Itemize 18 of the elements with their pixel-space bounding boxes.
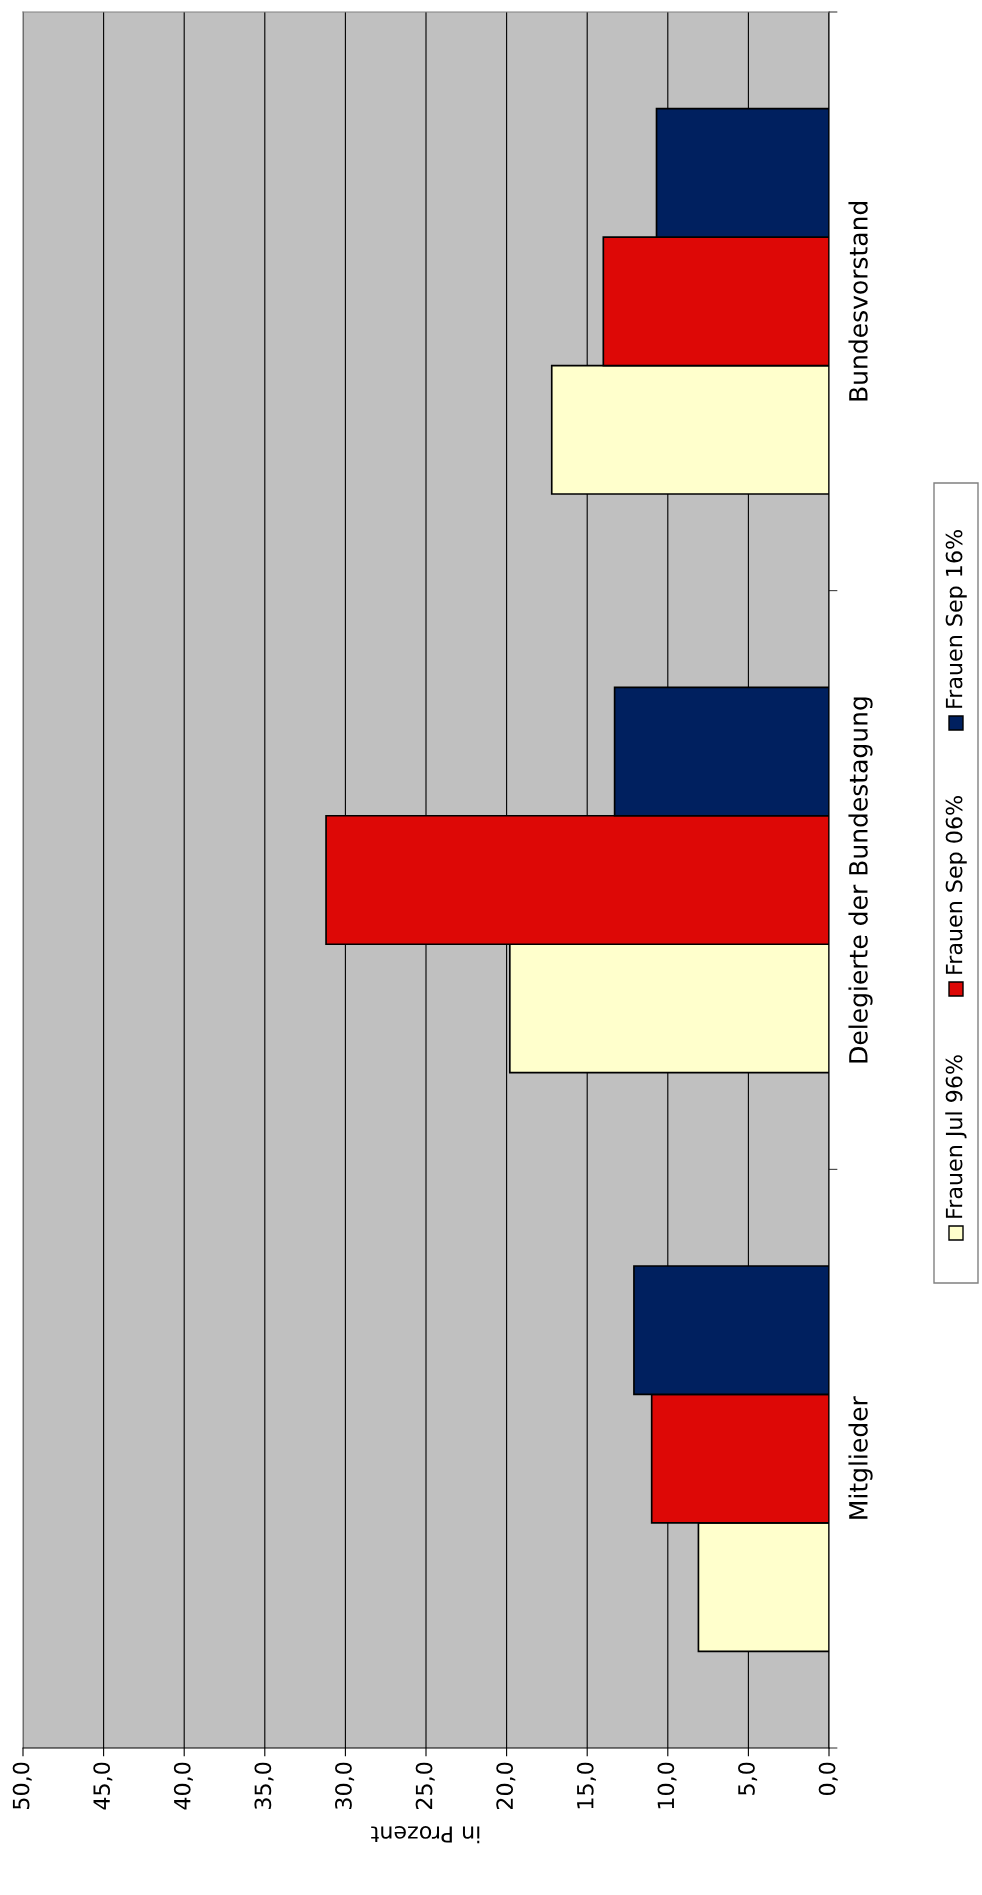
x-tick-label: 30,0 — [335, 1762, 355, 1809]
x-tick-label: 50,0 — [12, 1762, 32, 1809]
y-tick-label: Delegierte der Bundestagung — [848, 697, 873, 1063]
x-tick-label: 20,0 — [496, 1762, 516, 1810]
text: Frauen Jul 96% — [945, 1055, 967, 1218]
y-tick-label: Mitglieder — [848, 1396, 873, 1519]
x-tick-label: 5,0 — [738, 1762, 758, 1795]
x-tick-label: 35,0 — [254, 1762, 274, 1809]
x-tick-label: 10,0 — [657, 1762, 677, 1809]
x-axis-title: in Prozent — [371, 1826, 480, 1844]
text: Frauen Sep 06% — [945, 796, 967, 974]
x-tick-label: 40,0 — [173, 1762, 193, 1810]
y-tick-label: Bundesvorstand — [848, 201, 868, 401]
x-tick-label: 45,0 — [93, 1762, 113, 1810]
x-tick-label: 0,0 — [818, 1762, 838, 1796]
text: Frauen Sep 16% — [945, 530, 967, 708]
x-tick-label: 25,0 — [415, 1762, 435, 1810]
x-tick-label: 15,0 — [576, 1762, 596, 1809]
